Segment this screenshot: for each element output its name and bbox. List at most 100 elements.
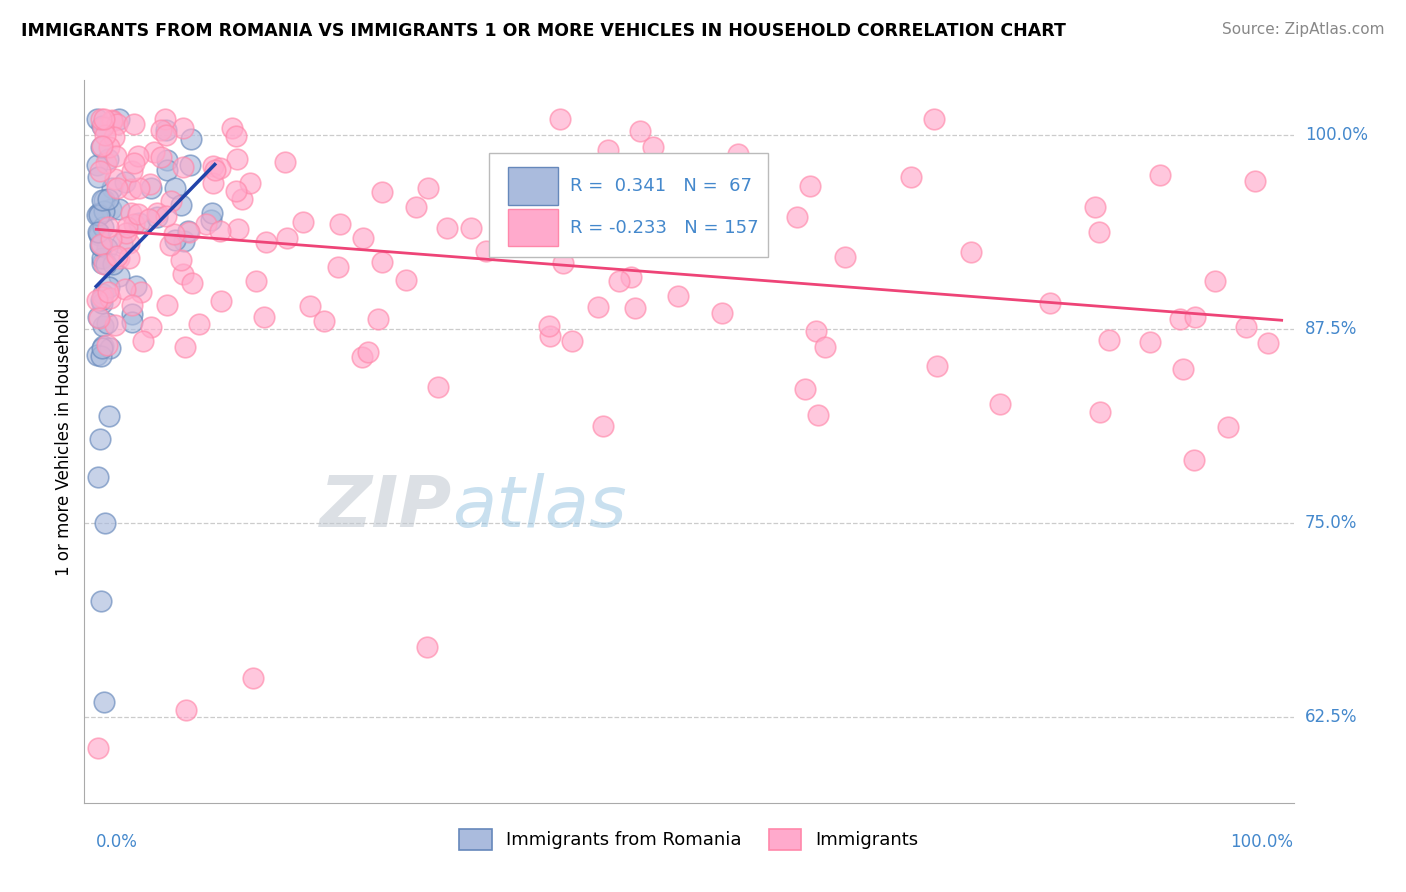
Point (925, 359, 948, 373)
Point (91, 120, 114, 135)
Point (93, 112, 115, 127)
Point (89, 228, 111, 243)
Point (959, 245, 981, 260)
Point (91, 287, 114, 301)
Point (96, 257, 118, 271)
Point (156, 163, 179, 178)
Point (100, 291, 122, 305)
Point (371, 255, 394, 269)
Point (128, 215, 150, 229)
Point (231, 193, 253, 207)
Point (101, 113, 124, 128)
Point (93, 193, 115, 207)
Point (436, 221, 458, 235)
Text: Source: ZipAtlas.com: Source: ZipAtlas.com (1222, 22, 1385, 37)
Point (90, 119, 112, 133)
Point (117, 220, 139, 235)
Point (149, 150, 172, 164)
Point (799, 178, 821, 193)
Point (98, 409, 121, 424)
FancyBboxPatch shape (489, 153, 768, 257)
Point (179, 158, 201, 172)
Point (98, 280, 121, 294)
Point (94, 516, 117, 530)
Point (370, 185, 392, 199)
Point (97, 285, 120, 299)
Point (86, 112, 108, 127)
Point (96, 338, 118, 352)
Point (620, 269, 643, 284)
Point (155, 209, 177, 223)
Point (90, 255, 112, 269)
Point (93, 257, 115, 271)
Point (225, 129, 247, 144)
Point (533, 161, 555, 175)
Point (558, 234, 581, 248)
Point (90, 193, 112, 207)
Point (357, 345, 380, 359)
Point (141, 320, 163, 334)
Point (87, 741, 110, 756)
Point (418, 181, 440, 195)
Point (208, 224, 231, 238)
Point (551, 256, 574, 270)
Point (120, 182, 142, 196)
Point (165, 181, 187, 195)
Point (118, 252, 141, 266)
Point (245, 274, 267, 288)
Point (100, 202, 122, 216)
Point (108, 268, 131, 283)
Point (86, 208, 108, 222)
Point (298, 299, 321, 313)
Point (89, 206, 111, 220)
Point (104, 172, 127, 186)
Point (97, 220, 120, 235)
Point (90, 293, 112, 308)
Point (132, 334, 155, 348)
Point (143, 145, 166, 159)
Point (834, 250, 856, 264)
Point (170, 253, 193, 268)
Point (177, 224, 200, 238)
Point (239, 177, 262, 191)
Point (91, 138, 114, 153)
Point (1139, 335, 1161, 350)
Point (141, 181, 163, 195)
Text: 0.0%: 0.0% (96, 833, 138, 851)
Point (90, 290, 112, 304)
Point (225, 152, 247, 166)
Point (592, 419, 614, 434)
Point (114, 175, 136, 189)
Point (221, 120, 243, 135)
Point (91, 296, 114, 310)
Point (460, 221, 482, 235)
Point (1234, 320, 1257, 334)
Point (276, 231, 298, 245)
Point (900, 170, 922, 185)
Point (718, 202, 741, 216)
Point (786, 210, 808, 224)
Point (727, 146, 749, 161)
Point (352, 231, 374, 245)
Point (711, 306, 734, 320)
Point (87, 170, 110, 185)
Point (172, 267, 194, 281)
Point (87, 225, 110, 239)
Point (91, 251, 114, 265)
Point (91, 318, 114, 333)
Text: R = -0.233   N = 157: R = -0.233 N = 157 (571, 219, 759, 236)
Point (177, 225, 200, 239)
Point (118, 236, 141, 251)
Point (624, 301, 647, 316)
Text: 87.5%: 87.5% (1305, 320, 1357, 338)
Text: 62.5%: 62.5% (1305, 708, 1357, 726)
Point (170, 198, 193, 212)
Point (180, 132, 202, 146)
Point (86, 293, 108, 307)
Point (122, 117, 145, 131)
Point (538, 319, 561, 334)
Point (1149, 169, 1171, 183)
Point (292, 215, 315, 229)
Point (128, 181, 150, 195)
Point (90, 594, 112, 608)
